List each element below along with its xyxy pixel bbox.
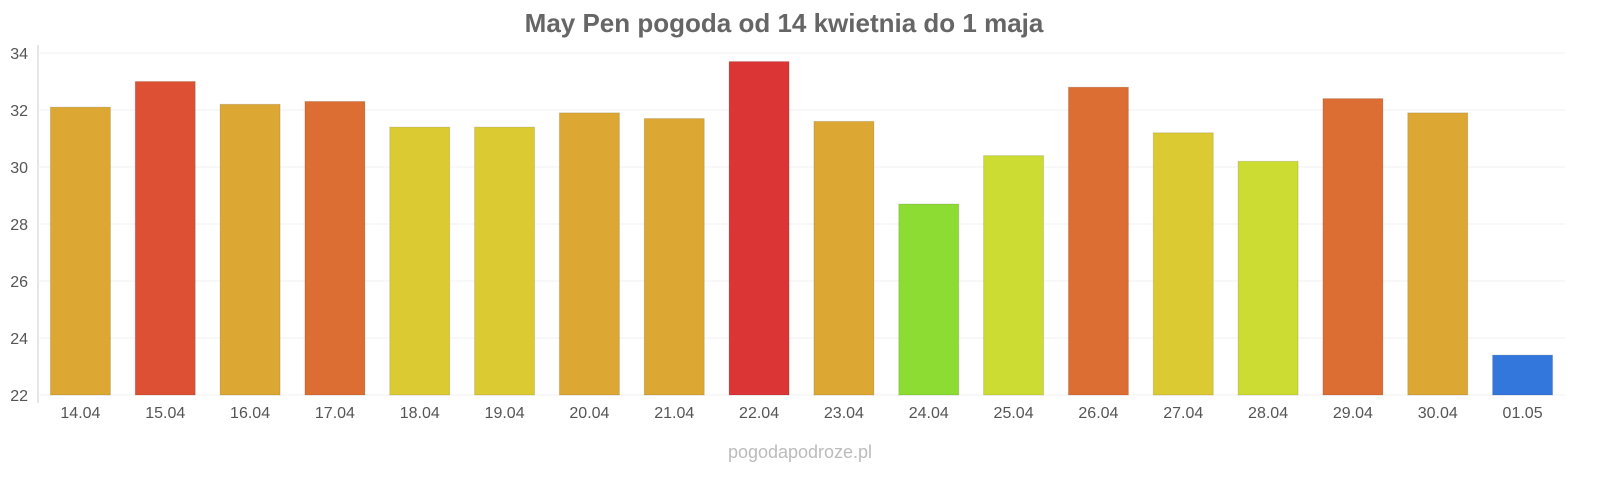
bar-22.04 bbox=[728, 61, 790, 396]
x-tick-label: 28.04 bbox=[1248, 405, 1288, 422]
x-tick-label: 15.04 bbox=[145, 405, 185, 422]
bar-20.04 bbox=[558, 112, 620, 396]
bar-29.04 bbox=[1322, 98, 1384, 396]
y-tick-label: 30 bbox=[10, 160, 28, 177]
bar-18.04 bbox=[389, 126, 451, 396]
bar-28.04 bbox=[1237, 160, 1299, 396]
credit-text: pogodapodroze.pl bbox=[728, 442, 872, 462]
x-tick-label: 30.04 bbox=[1418, 405, 1458, 422]
x-tick-label: 29.04 bbox=[1333, 405, 1373, 422]
bar-26.04 bbox=[1067, 86, 1129, 396]
x-tick-label: 22.04 bbox=[739, 405, 779, 422]
bar-14.04 bbox=[49, 106, 111, 396]
y-tick-label: 24 bbox=[10, 331, 28, 348]
bar-17.04 bbox=[304, 100, 366, 396]
x-tick-label: 17.04 bbox=[315, 405, 355, 422]
bar-24.04 bbox=[898, 203, 960, 396]
bar-30.04 bbox=[1407, 112, 1469, 396]
bar-19.04 bbox=[474, 126, 536, 396]
x-tick-label: 18.04 bbox=[400, 405, 440, 422]
x-tick-label: 25.04 bbox=[994, 405, 1034, 422]
bar-25.04 bbox=[983, 155, 1045, 396]
x-tick-label: 20.04 bbox=[569, 405, 609, 422]
y-tick-label: 32 bbox=[10, 103, 28, 120]
x-tick-label: 24.04 bbox=[909, 405, 949, 422]
y-tick-label: 28 bbox=[10, 217, 28, 234]
bar-27.04 bbox=[1152, 132, 1214, 396]
y-tick-label: 22 bbox=[10, 388, 28, 405]
y-tick-label: 34 bbox=[10, 46, 28, 63]
bar-01.05 bbox=[1492, 354, 1554, 396]
x-tick-label: 16.04 bbox=[230, 405, 270, 422]
x-tick-label: 27.04 bbox=[1163, 405, 1203, 422]
chart-title: May Pen pogoda od 14 kwietnia do 1 maja bbox=[525, 8, 1044, 38]
x-tick-label: 01.05 bbox=[1503, 405, 1543, 422]
y-tick-label: 26 bbox=[10, 274, 28, 291]
x-tick-label: 23.04 bbox=[824, 405, 864, 422]
bar-15.04 bbox=[134, 81, 196, 396]
x-tick-label: 26.04 bbox=[1078, 405, 1118, 422]
bar-21.04 bbox=[643, 118, 705, 396]
bar-16.04 bbox=[219, 103, 281, 396]
bar-23.04 bbox=[813, 120, 875, 396]
x-tick-label: 21.04 bbox=[654, 405, 694, 422]
x-tick-label: 19.04 bbox=[485, 405, 525, 422]
x-tick-label: 14.04 bbox=[60, 405, 100, 422]
